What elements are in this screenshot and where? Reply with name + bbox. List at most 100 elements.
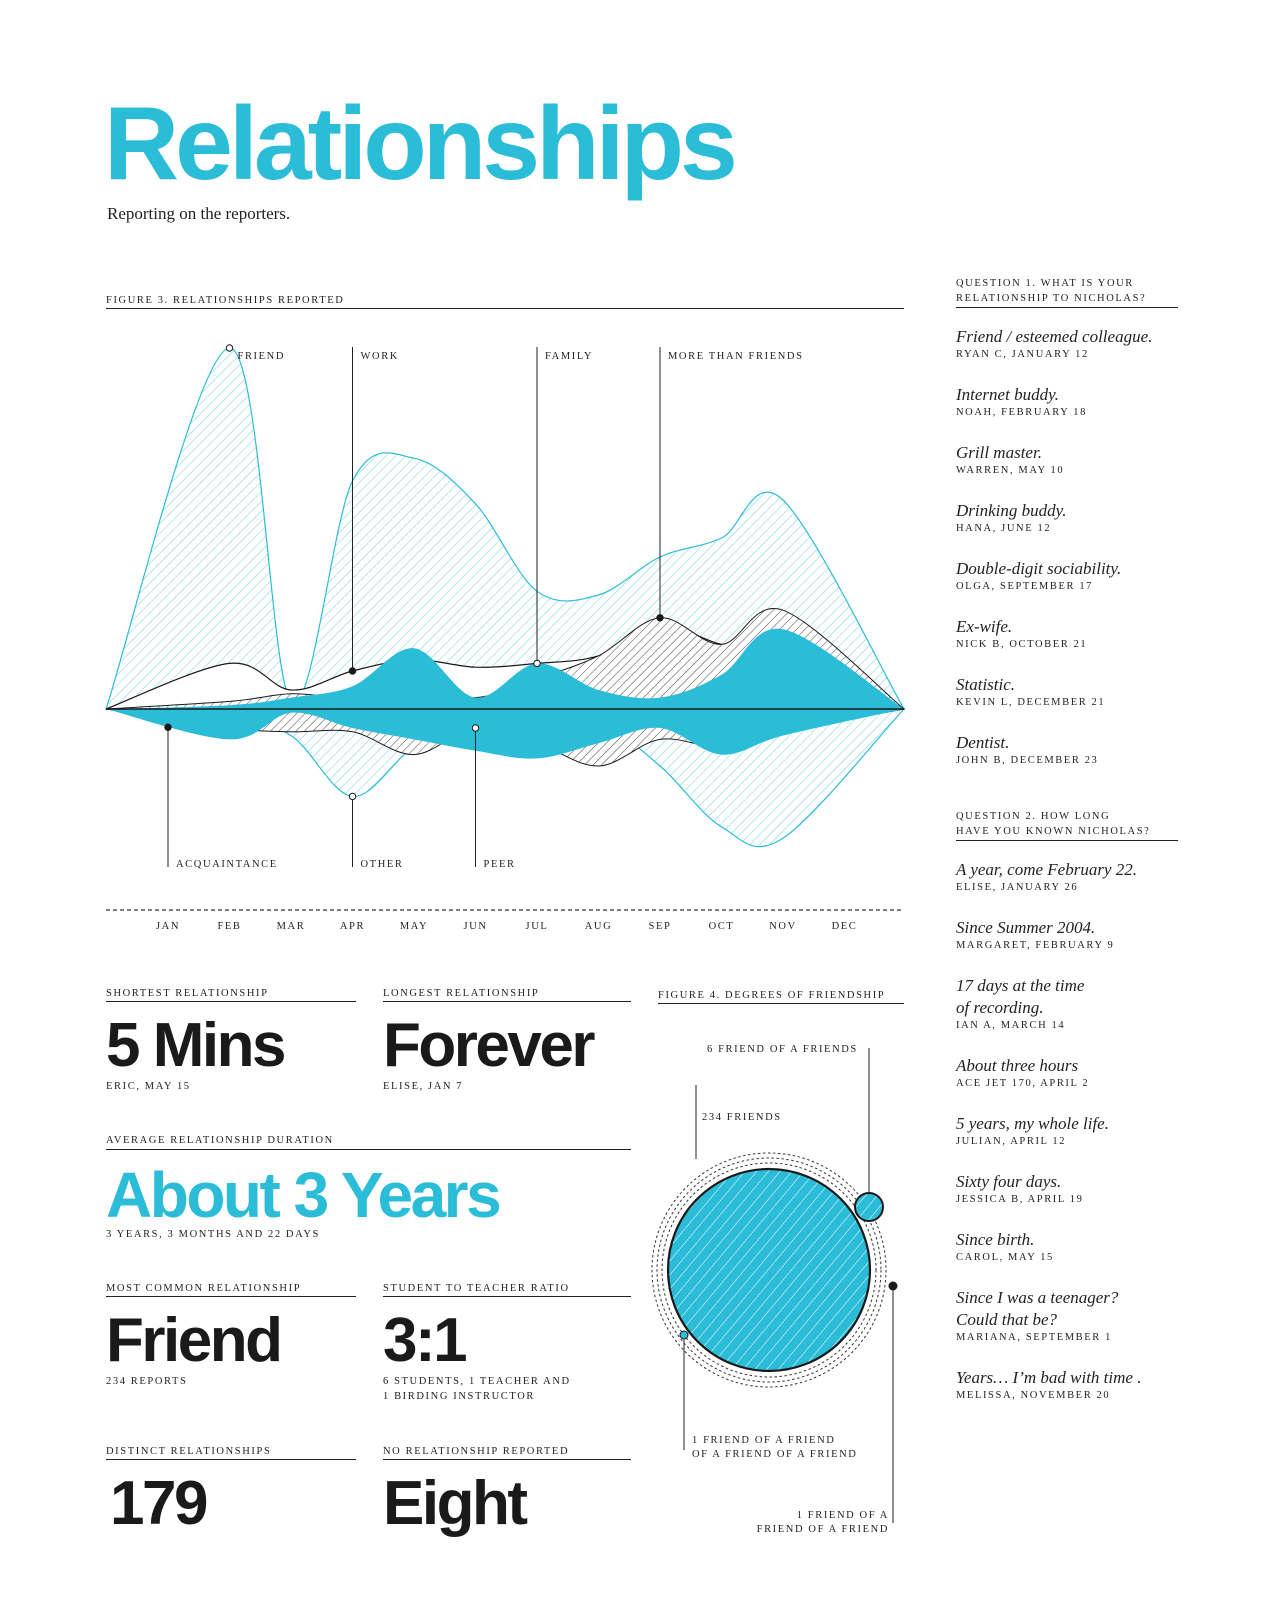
figure3-label: Figure 3. Relationships Reported	[106, 295, 345, 306]
q1-answer-attribution: Olga, September 17	[956, 581, 1094, 592]
callouts-group: FRIEND WORK FAMILY MORE THAN FRIENDS ACQUAIN…	[164, 344, 804, 870]
longest-note: Elise, Jan 7	[383, 1081, 464, 1092]
x-tick-label: APR	[340, 921, 365, 932]
q2-heading-line2: have you known Nicholas?	[956, 826, 1151, 837]
callout-marker	[471, 724, 480, 732]
q2-answer-text: 17 days at the time	[956, 976, 1085, 995]
distinct-label: Distinct relationships	[106, 1446, 272, 1457]
q1-answer-item: Statistic. Kevin L, December 21	[956, 674, 1196, 708]
q2-answer-text-line2: of recording.	[956, 998, 1044, 1017]
q2-answer-item: A year, come February 22. Elise, January …	[956, 859, 1196, 893]
page-subtitle: Reporting on the reporters.	[107, 204, 291, 223]
x-tick-label: FEB	[217, 921, 241, 932]
q1-answer-text: Ex-wife.	[956, 617, 1013, 636]
q2-answer-attribution: Ace Jet 170, April 2	[956, 1078, 1090, 1089]
figure3-chart: FRIEND WORK FAMILY MORE THAN FRIENDS ACQUAIN…	[105, 344, 906, 932]
q1-answer-item: Drinking buddy. Hana, June 12	[956, 500, 1196, 534]
q1-answer-item: Ex-wife. Nick B, October 21	[956, 616, 1196, 650]
x-tick-label: MAY	[400, 921, 428, 932]
q2-answer-attribution: Ian A, March 14	[956, 1020, 1066, 1031]
fig4-label-fofof-2: of a Friend of a Friend	[692, 1449, 858, 1460]
q1-answer-text: Statistic.	[956, 675, 1016, 694]
x-tick-label: NOV	[769, 921, 797, 932]
average-value: About 3 Years	[106, 1159, 502, 1231]
ratio-label: Student to teacher ratio	[383, 1283, 570, 1294]
shortest-label: Shortest relationship	[106, 988, 269, 999]
longest-value: Forever	[383, 1011, 595, 1080]
series-acquaintance	[106, 709, 904, 759]
x-tick-label: AUG	[585, 921, 613, 932]
common-rule	[106, 1296, 356, 1297]
x-axis-tick-labels: JAN FEB MAR APR MAY JUN JUL AUG SEP OCT NOV DEC	[156, 921, 858, 932]
q2-answer-item: Since birth. Carol, May 15	[956, 1229, 1196, 1263]
stream-series-group	[105, 347, 906, 848]
series-label: FRIEND	[238, 351, 286, 362]
none-rule	[383, 1459, 631, 1460]
q2-answer-attribution: Melissa, November 20	[956, 1390, 1111, 1401]
shortest-note: Eric, May 15	[106, 1081, 191, 1092]
q1-answer-text: Friend / esteemed colleague.	[956, 327, 1153, 346]
ratio-note-line2: 1 birding instructor	[383, 1391, 535, 1402]
series-friend	[105, 347, 906, 710]
q2-answer-text: Since Summer 2004.	[956, 918, 1096, 937]
q1-heading-line1: Question 1. What is your	[956, 278, 1134, 289]
ring-outer-2	[656, 1157, 882, 1383]
q1-answer-text: Double-digit sociability.	[956, 559, 1122, 578]
distinct-rule	[106, 1459, 356, 1460]
callout-marker	[164, 723, 172, 731]
shortest-rule	[106, 1001, 356, 1002]
ratio-rule	[383, 1296, 631, 1297]
x-tick-label: DEC	[832, 921, 858, 932]
x-tick-label: JAN	[156, 921, 180, 932]
fig4-label-fofof-1: 1 Friend of a Friend	[692, 1435, 836, 1446]
shortest-value: 5 Mins	[106, 1011, 286, 1080]
q2-heading-line1: Question 2. How long	[956, 811, 1111, 822]
q1-answer-item: Grill master. Warren, May 10	[956, 442, 1196, 476]
q2-answer-attribution: Carol, May 15	[956, 1252, 1054, 1263]
q1-answer-item: Double-digit sociability. Olga, September…	[956, 558, 1196, 592]
fofofof-dot	[888, 1281, 898, 1291]
common-note: 234 reports	[106, 1376, 188, 1387]
q2-answer-text: Since I was a teenager?	[956, 1288, 1119, 1307]
fofof-dot	[679, 1330, 689, 1340]
fig4-label-234: 234 Friends	[702, 1112, 782, 1123]
fig4-label-fof-2: Friend of a Friend	[756, 1524, 889, 1535]
series-label: MORE THAN FRIENDS	[668, 351, 804, 362]
callout-marker	[348, 667, 357, 675]
q2-answer-attribution: Jessica B, April 19	[956, 1194, 1084, 1205]
q1-answer-text: Drinking buddy.	[956, 501, 1067, 520]
figure4-diagram	[651, 1048, 898, 1523]
ring-outer-3	[651, 1152, 887, 1388]
x-tick-label: JUL	[526, 921, 549, 932]
q2-answer-text: A year, come February 22.	[956, 860, 1137, 879]
q2-answer-attribution: Elise, January 26	[956, 882, 1079, 893]
q2-answer-item: About three hours Ace Jet 170, April 2	[956, 1055, 1196, 1089]
distinct-value: 179	[110, 1469, 208, 1538]
q2-answer-text: 5 years, my whole life.	[956, 1114, 1109, 1133]
average-note: 3 years, 3 months and 22 days	[106, 1229, 320, 1240]
q1-answer-attribution: Warren, May 10	[956, 465, 1065, 476]
x-tick-label: SEP	[649, 921, 672, 932]
q1-heading-line2: relationship to Nicholas?	[956, 293, 1147, 304]
q2-answer-item: Sixty four days. Jessica B, April 19	[956, 1171, 1196, 1205]
q2-answer-attribution: Margaret, February 9	[956, 940, 1115, 951]
longest-rule	[383, 1001, 631, 1002]
callout-marker	[225, 344, 234, 352]
ratio-note-line1: 6 students, 1 teacher and	[383, 1376, 571, 1387]
callout-marker	[348, 792, 357, 801]
x-tick-label: OCT	[709, 921, 735, 932]
callout-marker	[533, 659, 541, 668]
q2-answer-text: About three hours	[956, 1056, 1079, 1075]
none-value: Eight	[383, 1469, 528, 1538]
q2-answer-item: Years… I’m bad with time . Melissa, Novem…	[956, 1367, 1196, 1401]
friend-of-friends-circle	[854, 1192, 884, 1222]
q2-answer-item: 5 years, my whole life. Julian, April 12	[956, 1113, 1196, 1147]
series-label: WORK	[361, 351, 399, 362]
ratio-value: 3:1	[383, 1306, 468, 1375]
q2-answer-text: Sixty four days.	[956, 1172, 1062, 1191]
figure4-label: Figure 4. Degrees of Friendship	[658, 990, 886, 1001]
q2-rule	[956, 840, 1178, 841]
q1-answer-attribution: Hana, June 12	[956, 523, 1052, 534]
q1-answer-text: Grill master.	[956, 443, 1042, 462]
q1-answer-attribution: Noah, February 18	[956, 407, 1087, 418]
